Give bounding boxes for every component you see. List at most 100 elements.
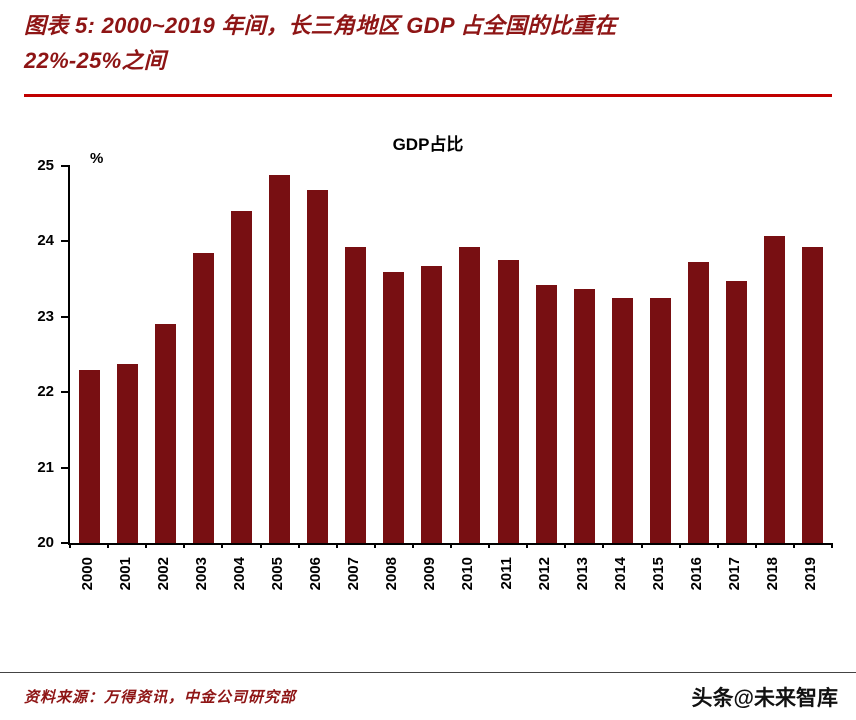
bar-2007 [345, 246, 367, 543]
bar-2016 [688, 261, 710, 543]
bar-slot [489, 166, 527, 543]
x-axis-tick [107, 543, 110, 548]
x-label-slot: 2006 [297, 551, 335, 633]
x-label-slot: 2011 [487, 551, 525, 633]
x-axis-tick [183, 543, 186, 548]
x-axis-label: 2011 [497, 557, 515, 590]
x-axis-tick [373, 543, 376, 548]
x-label-slot: 2012 [525, 551, 563, 633]
bar-slot [70, 166, 108, 543]
bar-2014 [611, 297, 633, 543]
x-axis-tick [450, 543, 452, 548]
y-axis-tick [61, 240, 70, 243]
x-axis-tick [526, 543, 529, 548]
x-axis-label: 2016 [688, 557, 706, 591]
bar-slot [718, 166, 756, 543]
bar-2008 [383, 271, 405, 543]
bar-2006 [307, 190, 329, 543]
x-label-slot: 2007 [335, 551, 373, 633]
bar-2002 [154, 324, 176, 543]
footer-divider [0, 672, 856, 673]
x-axis-tick [564, 543, 567, 548]
plot-area: 20 21 22 23 24 25 [37, 157, 833, 551]
x-axis-label: 2005 [269, 557, 287, 591]
bar-slot [184, 166, 222, 543]
x-axis-label: 2000 [78, 557, 96, 591]
x-label-slot: 2018 [754, 551, 792, 633]
x-axis-tick [488, 543, 491, 548]
bar-slot [108, 166, 146, 543]
bar-slot [375, 166, 413, 543]
x-axis-tick [716, 543, 719, 548]
bar-2005 [269, 175, 291, 543]
x-axis-tick [411, 543, 414, 548]
x-axis-tick [640, 543, 643, 548]
x-axis-label: 2017 [726, 557, 744, 591]
bar-slot [565, 166, 603, 543]
x-label-slot: 2008 [373, 551, 411, 633]
bar-2012 [535, 285, 557, 543]
y-axis-tick [61, 165, 70, 167]
x-axis-label: 2004 [230, 557, 248, 591]
bar-slot [794, 166, 832, 543]
y-axis-tick-label: 23 [37, 307, 54, 325]
y-axis-tick [61, 391, 70, 394]
x-axis-label: 2018 [764, 557, 782, 591]
x-axis-tick [792, 543, 795, 548]
x-label-slot: 2009 [411, 551, 449, 633]
x-axis-tick [754, 543, 757, 548]
bar-slot [337, 166, 375, 543]
figure-header: 图表 5: 2000~2019 年间，长三角地区 GDP 占全国的比重在 22%… [24, 8, 836, 78]
y-axis-tick [61, 542, 70, 544]
chart-title: GDP占比 [392, 135, 464, 154]
x-axis-tick [335, 543, 338, 548]
bar-2004 [230, 211, 252, 543]
x-axis-label: 2019 [802, 557, 820, 591]
bar-2019 [802, 246, 824, 543]
y-axis-tick [61, 466, 70, 469]
source-note: 资料来源：万得资讯，中金公司研究部 [24, 689, 297, 706]
x-axis-label: 2013 [573, 557, 591, 591]
y-axis-tick-label: 22 [37, 383, 54, 401]
x-label-slot: 2003 [182, 551, 220, 633]
y-axis-unit-label: % [90, 150, 104, 167]
x-label-slot: 2013 [563, 551, 601, 633]
x-axis-label: 2008 [383, 557, 401, 591]
x-axis-label: 2010 [459, 557, 477, 591]
bar-series [70, 166, 832, 543]
bar-2017 [726, 281, 748, 543]
bar-2003 [192, 252, 214, 543]
x-label-slot: 2017 [716, 551, 754, 633]
watermark-text: 头条@未来智库 [691, 687, 838, 710]
x-label-slot: 2000 [68, 551, 106, 633]
y-axis-tick-label: 21 [37, 458, 54, 476]
x-label-slot: 2016 [678, 551, 716, 633]
x-axis-tick [69, 543, 71, 548]
x-label-slot: 2001 [106, 551, 144, 633]
bar-slot [641, 166, 679, 543]
x-axis-tick [602, 543, 605, 548]
x-axis-label: 2007 [345, 557, 363, 591]
y-axis-tick-label: 20 [37, 534, 54, 551]
figure-title-line1: 图表 5: 2000~2019 年间，长三角地区 GDP 占全国的比重在 [24, 13, 617, 38]
bar-2011 [497, 260, 519, 543]
x-axis-label: 2003 [192, 557, 210, 591]
x-axis-label: 2014 [611, 557, 629, 591]
x-axis-label: 2015 [649, 557, 667, 591]
bar-slot [603, 166, 641, 543]
figure-title-line2: 22%-25%之间 [24, 48, 167, 74]
bar-slot [260, 166, 298, 543]
x-axis-tick [145, 543, 148, 548]
x-axis-tick [221, 543, 224, 548]
bar-slot [413, 166, 451, 543]
x-label-slot: 2005 [258, 551, 296, 633]
bar-slot [222, 166, 260, 543]
x-axis-label: 2009 [421, 557, 439, 591]
x-axis-tick [259, 543, 262, 548]
bar-2015 [649, 297, 671, 543]
x-axis-label: 2001 [116, 557, 134, 591]
bar-2009 [421, 265, 443, 543]
x-axis-tick [831, 543, 833, 548]
bar-2010 [459, 246, 481, 543]
